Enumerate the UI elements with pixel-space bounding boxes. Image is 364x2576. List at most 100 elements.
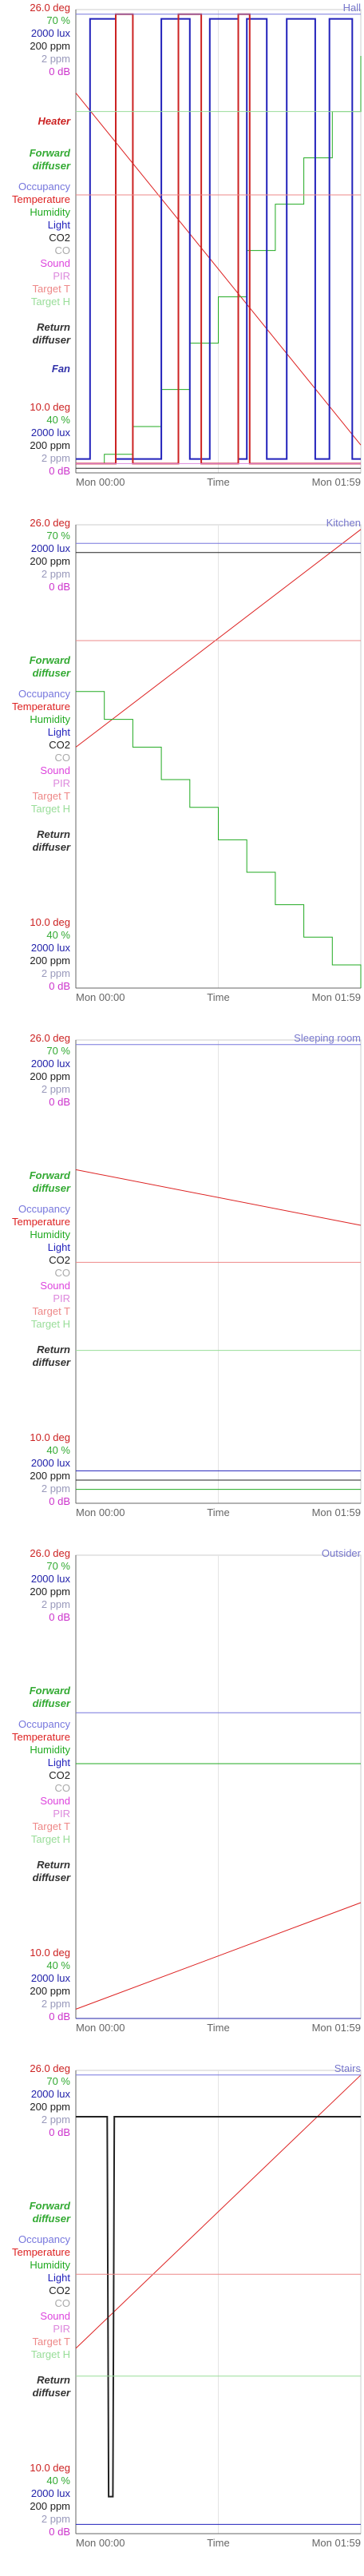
scale-label-bottom: 10.0 deg: [30, 1947, 70, 1959]
scale-label-top: 200 ppm: [30, 1586, 70, 1598]
series-line-temperature: [75, 2074, 362, 2349]
legend-item: Sound: [40, 1795, 70, 1807]
legend-item: diffuser: [33, 334, 71, 346]
legend-item: Occupancy: [18, 181, 71, 193]
legend-item: Light: [48, 1756, 71, 1768]
scale-label-top: 0 dB: [49, 1611, 70, 1623]
x-tick-label: Mon 01:59: [312, 2537, 361, 2549]
legend-item: Humidity: [30, 206, 70, 218]
legend-item: Sound: [40, 764, 70, 776]
scale-label-top: 26.0 deg: [30, 517, 70, 529]
scale-label-bottom: 40 %: [46, 1959, 70, 1971]
legend-item: Forward: [30, 654, 71, 666]
legend-item: Return: [37, 1344, 70, 1355]
legend-item: Target H: [31, 1318, 70, 1330]
legend-item: diffuser: [33, 160, 71, 172]
legend-item: CO: [55, 244, 71, 256]
legend-item: diffuser: [33, 667, 71, 679]
scale-label-bottom: 2000 lux: [31, 1972, 71, 1984]
scale-label-bottom: 40 %: [46, 2475, 70, 2487]
scale-label-top: 26.0 deg: [30, 2062, 70, 2074]
legend-item: Target T: [33, 2336, 71, 2348]
scale-label-bottom: 2000 lux: [31, 1457, 71, 1469]
legend-item: CO2: [49, 1769, 70, 1781]
scale-label-bottom: 2 ppm: [42, 1998, 70, 2010]
scale-label-bottom: 40 %: [46, 929, 70, 941]
x-tick-label: Mon 01:59: [312, 991, 361, 1003]
series-line-light: [76, 18, 361, 460]
legend-item: PIR: [53, 2323, 70, 2335]
legend-item: diffuser: [33, 841, 71, 853]
scale-label-bottom: 0 dB: [49, 465, 70, 477]
legend-item: Fan: [52, 363, 70, 375]
legend-item: Humidity: [30, 2259, 70, 2271]
legend-item: PIR: [53, 777, 70, 789]
legend-item: Forward: [30, 1169, 71, 1181]
legend-item: CO: [55, 752, 71, 764]
scale-label-top: 2 ppm: [42, 568, 70, 580]
scale-label-bottom: 10.0 deg: [30, 401, 70, 413]
scale-label-bottom: 200 ppm: [30, 1985, 70, 1997]
x-tick-label: Mon 01:59: [312, 1506, 361, 1518]
legend-item: CO2: [49, 1254, 70, 1266]
legend-item: diffuser: [33, 2387, 71, 2399]
scale-label-bottom: 2 ppm: [42, 967, 70, 979]
legend-item: diffuser: [33, 1356, 71, 1368]
legend-item: CO2: [49, 232, 70, 244]
scale-label-top: 200 ppm: [30, 1070, 70, 1082]
scale-label-top: 0 dB: [49, 2126, 70, 2138]
scale-label-top: 2000 lux: [31, 542, 71, 554]
scale-label-top: 26.0 deg: [30, 1032, 70, 1044]
legend-item: PIR: [53, 270, 70, 282]
legend-item: diffuser: [33, 1182, 71, 1194]
scale-label-bottom: 10.0 deg: [30, 2462, 70, 2474]
scale-label-bottom: 0 dB: [49, 980, 70, 992]
legend-item: Target H: [31, 803, 70, 815]
scale-label-top: 200 ppm: [30, 2101, 70, 2113]
legend-item: Occupancy: [18, 688, 71, 700]
legend-item: Target T: [33, 790, 71, 802]
x-tick-label: Mon 01:59: [312, 2022, 361, 2034]
scale-label-top: 0 dB: [49, 581, 70, 593]
legend-item: CO2: [49, 739, 70, 751]
legend-item: Occupancy: [18, 2233, 71, 2245]
x-tick-label: Mon 00:00: [76, 2022, 125, 2034]
legend-item: Temperature: [12, 2246, 70, 2258]
legend-item: Humidity: [30, 713, 70, 725]
scale-label-top: 2000 lux: [31, 27, 71, 39]
legend-item: Target T: [33, 1305, 71, 1317]
chart-title: Stairs: [334, 2062, 362, 2074]
legend-item: Light: [48, 1241, 71, 1253]
legend-item: Light: [48, 219, 71, 231]
scale-label-top: 2 ppm: [42, 2114, 70, 2125]
legend-item: Target T: [33, 1820, 71, 1832]
legend-item: CO: [55, 1267, 71, 1279]
scale-label-bottom: 2 ppm: [42, 2513, 70, 2525]
series-line-co2: [76, 2116, 361, 2498]
legend-item: PIR: [53, 1292, 70, 1304]
legend-item: Temperature: [12, 1216, 70, 1228]
legend-item: Occupancy: [18, 1203, 71, 1215]
legend-item: Sound: [40, 2310, 70, 2322]
scale-label-top: 200 ppm: [30, 40, 70, 52]
scale-label-top: 2 ppm: [42, 1598, 70, 1610]
scale-label-top: 2000 lux: [31, 2088, 71, 2100]
scale-label-bottom: 2000 lux: [31, 942, 71, 954]
legend-item: Target T: [33, 283, 71, 295]
scale-label-bottom: 2000 lux: [31, 427, 71, 439]
legend-item: Temperature: [12, 193, 70, 205]
legend-item: Target H: [31, 296, 70, 308]
legend-item: Humidity: [30, 1228, 70, 1240]
scale-label-top: 0 dB: [49, 65, 70, 77]
legend-item: Heater: [38, 115, 71, 127]
series-line-temperature: [75, 1169, 362, 1226]
legend-item: Humidity: [30, 1744, 70, 1756]
series-line-temperature: [75, 93, 362, 446]
legend-item: Target H: [31, 2348, 70, 2360]
scale-label-bottom: 0 dB: [49, 2010, 70, 2022]
scale-label-bottom: 40 %: [46, 1444, 70, 1456]
x-tick-label: Mon 00:00: [76, 476, 125, 488]
chart-title: Sleeping room: [294, 1032, 361, 1044]
legend-item: Return: [37, 2374, 70, 2386]
series-line-temperature: [75, 529, 362, 748]
